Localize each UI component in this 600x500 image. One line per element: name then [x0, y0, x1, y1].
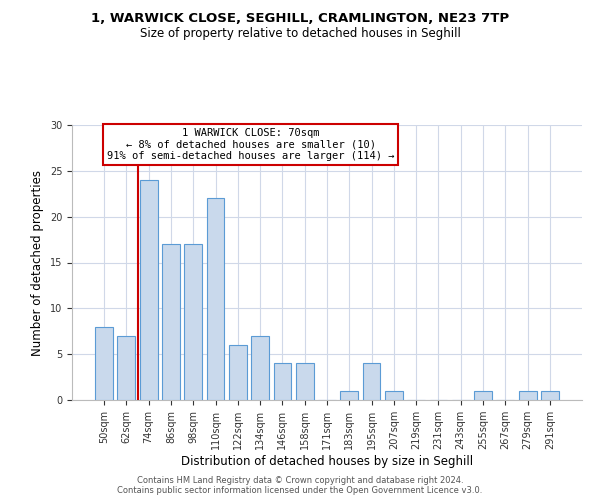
Bar: [95, 326, 113, 400]
Bar: [229, 345, 247, 400]
Bar: [118, 336, 136, 400]
Text: Size of property relative to detached houses in Seghill: Size of property relative to detached ho…: [140, 28, 460, 40]
Bar: [184, 244, 202, 400]
Text: 1, WARWICK CLOSE, SEGHILL, CRAMLINGTON, NE23 7TP: 1, WARWICK CLOSE, SEGHILL, CRAMLINGTON, …: [91, 12, 509, 26]
Bar: [296, 364, 314, 400]
Bar: [362, 364, 380, 400]
Bar: [140, 180, 158, 400]
Bar: [518, 391, 536, 400]
Bar: [541, 391, 559, 400]
X-axis label: Distribution of detached houses by size in Seghill: Distribution of detached houses by size …: [181, 455, 473, 468]
Text: 1 WARWICK CLOSE: 70sqm
← 8% of detached houses are smaller (10)
91% of semi-deta: 1 WARWICK CLOSE: 70sqm ← 8% of detached …: [107, 128, 394, 161]
Bar: [340, 391, 358, 400]
Bar: [274, 364, 292, 400]
Bar: [385, 391, 403, 400]
Bar: [474, 391, 492, 400]
Bar: [206, 198, 224, 400]
Text: Contains HM Land Registry data © Crown copyright and database right 2024.: Contains HM Land Registry data © Crown c…: [137, 476, 463, 485]
Bar: [251, 336, 269, 400]
Bar: [162, 244, 180, 400]
Text: Contains public sector information licensed under the Open Government Licence v3: Contains public sector information licen…: [118, 486, 482, 495]
Y-axis label: Number of detached properties: Number of detached properties: [31, 170, 44, 356]
